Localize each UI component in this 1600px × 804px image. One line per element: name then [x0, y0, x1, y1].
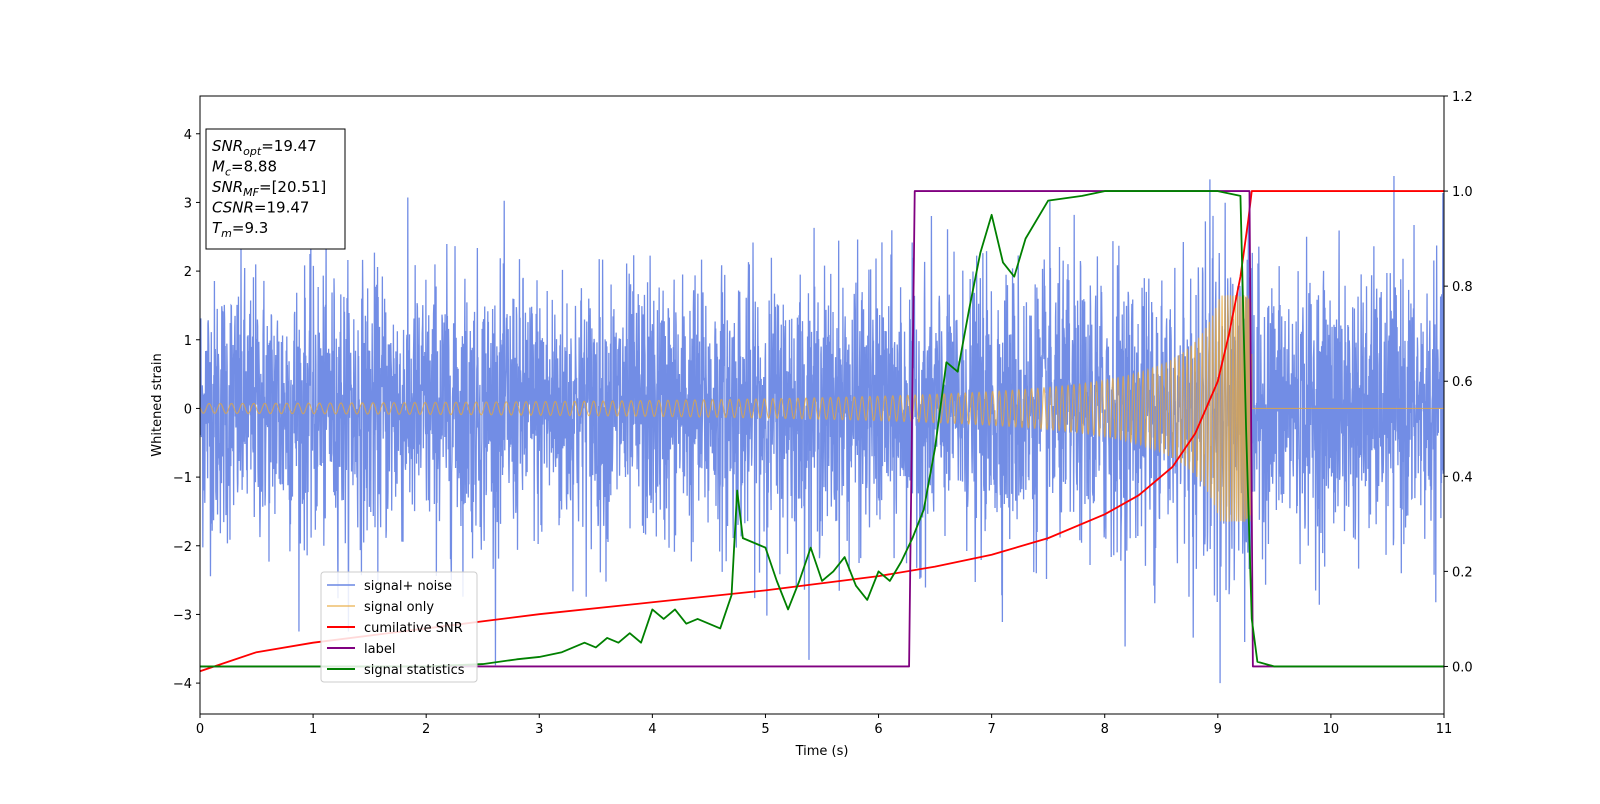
x-tick-label: 5: [761, 722, 769, 737]
x-tick-label: 6: [874, 722, 882, 737]
x-tick-label: 3: [535, 722, 543, 737]
annotation-subscript: m: [221, 227, 232, 240]
y-tick-label: −4: [173, 677, 192, 692]
legend-box: [320, 571, 478, 683]
annotation-subscript: opt: [243, 145, 262, 158]
x-tick-label: 8: [1101, 722, 1109, 737]
series-cumulative-snr-line: [200, 190, 1444, 673]
annotation-line: CSNR=19.47: [212, 199, 309, 217]
annotation-box: [205, 128, 346, 250]
y2-tick-label: 1.0: [1452, 185, 1473, 200]
annotation-line: SNRMF=[20.51]: [212, 178, 326, 199]
y2-tick-label: 0.0: [1452, 660, 1473, 675]
y-tick-label: −3: [173, 608, 192, 623]
x-tick-label: 11: [1436, 722, 1453, 737]
annotation-value: =19.47: [254, 199, 310, 217]
annotation-symbol: M: [212, 158, 225, 176]
annotation-subscript: MF: [243, 186, 259, 199]
annotation-line: Tm=9.3: [212, 219, 268, 240]
y-tick-label: 0: [184, 402, 192, 417]
series-signal-statistics-line: [200, 190, 1444, 668]
y2-tick-label: 0.2: [1452, 565, 1473, 580]
annotation-line: SNRopt=19.47: [212, 137, 317, 158]
annotation-value: =8.88: [231, 158, 277, 176]
y2-tick-label: 0.8: [1452, 280, 1473, 295]
annotation-subscript: c: [225, 166, 231, 179]
y2-tick-label: 1.2: [1452, 90, 1473, 105]
annotation-value: =19.47: [261, 137, 317, 155]
y-tick-label: 4: [184, 128, 192, 143]
y-tick-label: −1: [173, 471, 192, 486]
x-tick-label: 1: [309, 722, 317, 737]
x-tick-label: 9: [1214, 722, 1222, 737]
y2-tick-label: 0.6: [1452, 375, 1473, 390]
x-tick-label: 10: [1323, 722, 1340, 737]
annotation-value: =[20.51]: [259, 178, 326, 196]
x-tick-label: 4: [648, 722, 656, 737]
y-tick-label: 2: [184, 265, 192, 280]
x-tick-label: 2: [422, 722, 430, 737]
legend-label: label: [364, 642, 395, 657]
annotation-symbol: SNR: [212, 178, 243, 196]
x-tick-label: 0: [196, 722, 204, 737]
annotation-value: =9.3: [232, 219, 268, 237]
plot-frame: [199, 95, 1445, 715]
annotation-symbol: SNR: [212, 137, 243, 155]
legend-label: cumilative SNR: [364, 621, 463, 636]
y2-tick-label: 0.4: [1452, 470, 1473, 485]
annotation-symbol: T: [212, 219, 223, 237]
legend-label: signal only: [364, 600, 434, 615]
annotation-symbol: CSNR: [212, 199, 254, 217]
annotation-line: Mc=8.88: [212, 158, 277, 179]
legend-label: signal statistics: [364, 663, 465, 678]
y-axis-label: Whitened strain: [150, 353, 165, 456]
y-tick-label: 1: [184, 334, 192, 349]
x-axis-label: Time (s): [795, 744, 849, 759]
legend-label: signal+ noise: [364, 579, 452, 594]
y-tick-label: −2: [173, 540, 192, 555]
series-signal-only-line: [200, 295, 1444, 522]
y-tick-label: 3: [184, 196, 192, 211]
x-tick-label: 7: [987, 722, 995, 737]
